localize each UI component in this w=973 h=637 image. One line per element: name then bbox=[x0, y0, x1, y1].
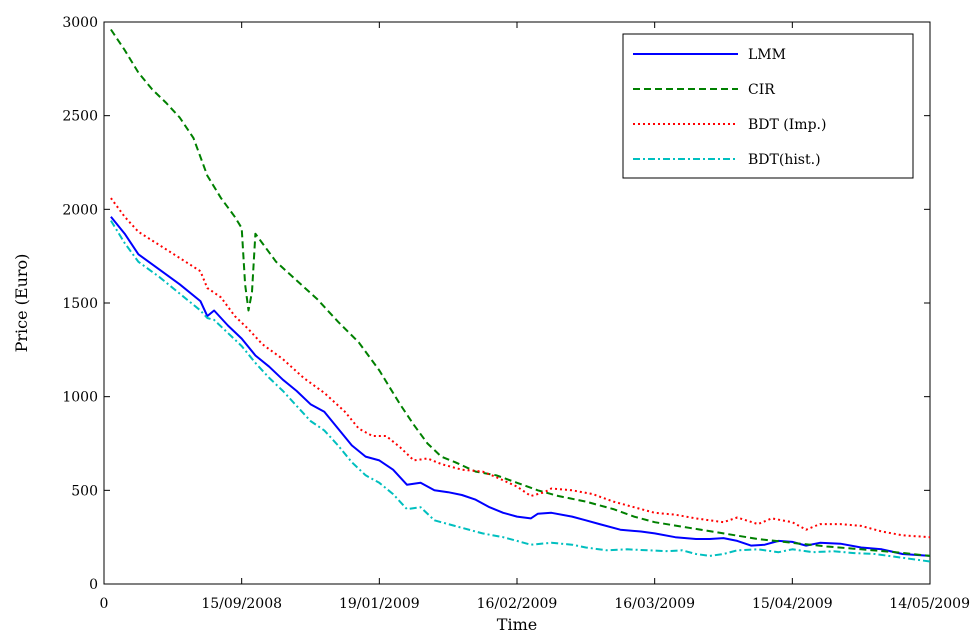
series-line-3 bbox=[110, 197, 931, 539]
y-tick-label: 500 bbox=[71, 483, 98, 499]
y-tick-label: 1000 bbox=[62, 390, 98, 406]
legend-box bbox=[622, 33, 914, 179]
series-layer bbox=[110, 28, 931, 563]
y-axis-title: Price (Euro) bbox=[12, 254, 31, 353]
x-tick-label: 16/02/2009 bbox=[477, 596, 558, 612]
y-tick-label: 2000 bbox=[62, 202, 98, 218]
series-line-4 bbox=[110, 220, 931, 563]
y-tick-label: 1500 bbox=[62, 296, 98, 312]
series-line-1 bbox=[110, 216, 931, 557]
legend-label: BDT (Imp.) bbox=[748, 117, 826, 133]
axis-ticks: 0 15/09/2008 19/01/2009 16/02/2009 16/03/200… bbox=[62, 15, 970, 612]
x-tick-label: 15/04/2009 bbox=[752, 596, 833, 612]
x-tick-label: 0 bbox=[100, 596, 109, 612]
x-tick-label: 16/03/2009 bbox=[614, 596, 695, 612]
legend-label: BDT(hist.) bbox=[748, 152, 821, 168]
legend-label: LMM bbox=[748, 47, 786, 63]
x-tick-label: 15/09/2008 bbox=[201, 596, 282, 612]
y-tick-label: 0 bbox=[89, 577, 98, 593]
series-line-2 bbox=[110, 28, 931, 557]
x-tick-label: 19/01/2009 bbox=[339, 596, 420, 612]
x-tick-label: 14/05/2009 bbox=[889, 596, 970, 612]
legend: LMM CIR BDT (Imp.) BDT(hist.) bbox=[622, 33, 914, 179]
x-axis-title: Time bbox=[497, 615, 537, 634]
y-tick-label: 2500 bbox=[62, 109, 98, 125]
legend-label: CIR bbox=[748, 82, 775, 98]
y-tick-label: 3000 bbox=[62, 15, 98, 31]
